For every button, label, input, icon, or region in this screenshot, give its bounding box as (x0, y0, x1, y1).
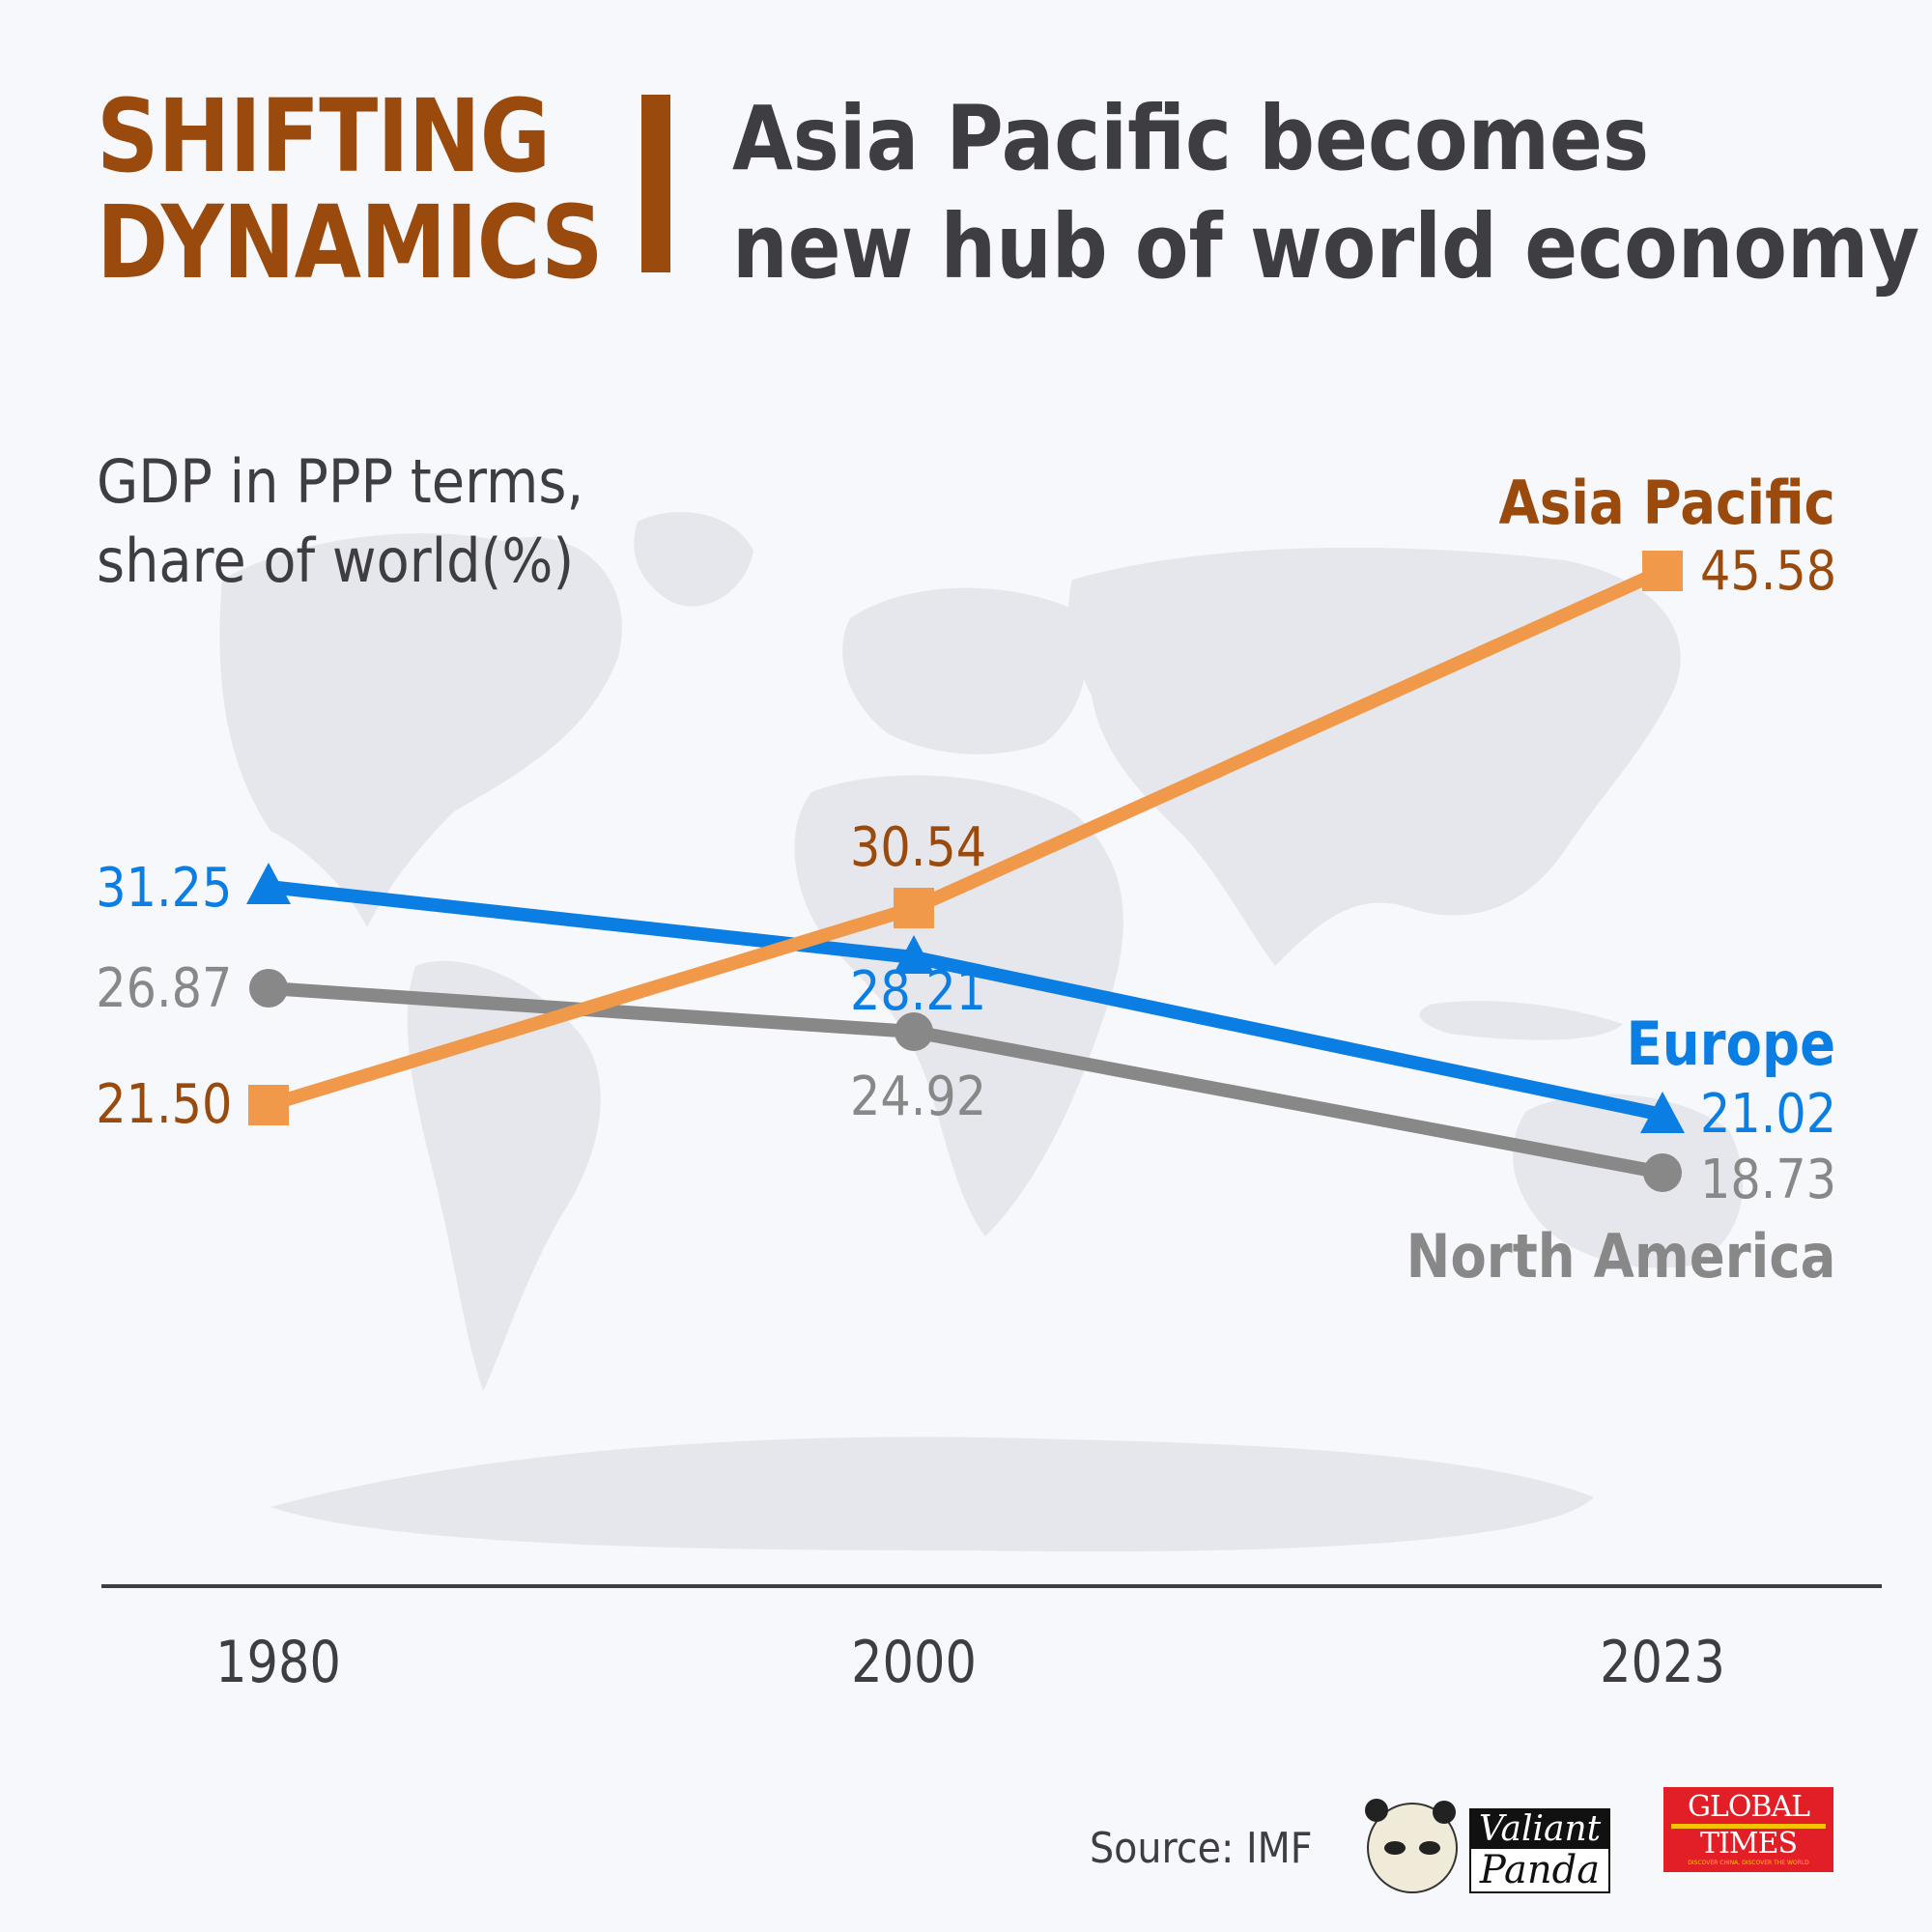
panda-ear-icon (1433, 1801, 1456, 1824)
global-times-logo: GLOBAL TIMES DISCOVER CHINA, DISCOVER TH… (1663, 1787, 1833, 1872)
y-axis-label-line-2: share of world(%) (97, 526, 575, 596)
x-tick-2023: 2023 (1600, 1629, 1725, 1696)
north-america-marker-1980 (249, 969, 288, 1008)
asia-pacific-value-1980: 21.50 (95, 1073, 232, 1136)
panda-wordmark-bottom: Panda (1479, 1848, 1601, 1892)
panda-ear-icon (1365, 1799, 1388, 1822)
europe-marker-1980 (246, 863, 291, 904)
north-america-series-label: North America (1406, 1221, 1835, 1292)
chart-title: Asia Pacific becomes new hub of world ec… (732, 85, 1919, 301)
asia-pacific-value-2023: 45.58 (1700, 540, 1837, 603)
panda-face-icon (1365, 1799, 1458, 1893)
x-tick-1980: 1980 (215, 1629, 341, 1696)
global-times-stripe (1671, 1824, 1826, 1829)
world-map-background (219, 512, 1744, 1552)
title-divider (641, 95, 670, 272)
y-axis-label: GDP in PPP terms, share of world(%) (97, 442, 583, 601)
north-america-marker-2000 (895, 1012, 933, 1051)
europe-value-1980: 31.25 (95, 857, 232, 920)
x-tick-2000: 2000 (851, 1629, 977, 1696)
title-line-2: new hub of world economy (732, 195, 1920, 298)
title-line-1: Asia Pacific becomes (732, 87, 1650, 190)
north-america-value-1980: 26.87 (95, 957, 232, 1020)
north-america-marker-2023 (1643, 1153, 1682, 1192)
panda-wordmark-top: Valiant (1471, 1810, 1608, 1849)
north-america-value-2023: 18.73 (1700, 1149, 1837, 1211)
europe-value-2000: 28.21 (850, 960, 987, 1023)
source-note: Source: IMF (1090, 1824, 1313, 1873)
asia-pacific-value-2000: 30.54 (850, 816, 987, 879)
asia-pacific-series-label: Asia Pacific (1498, 468, 1835, 538)
y-axis-label-line-1: GDP in PPP terms, (97, 446, 584, 517)
global-times-line-2: TIMES (1699, 1827, 1798, 1861)
north-america-value-2000: 24.92 (850, 1065, 987, 1128)
panda-eye-icon (1384, 1841, 1406, 1855)
kicker-line-1: SHIFTING (97, 77, 551, 195)
europe-marker-2000 (894, 935, 934, 974)
valiant-panda-logo: Valiant Panda (1365, 1795, 1613, 1893)
chart-kicker: SHIFTING DYNAMICS (97, 77, 604, 301)
panda-wordmark: Valiant Panda (1469, 1808, 1610, 1893)
europe-marker-2023 (1640, 1092, 1685, 1133)
asia-pacific-marker-1980 (248, 1085, 289, 1125)
europe-series-label: Europe (1626, 1009, 1835, 1079)
global-times-tagline: DISCOVER CHINA, DISCOVER THE WORLD (1688, 1860, 1809, 1866)
panda-eye-icon (1419, 1841, 1440, 1855)
asia-pacific-marker-2000 (894, 888, 934, 928)
kicker-line-2: DYNAMICS (97, 184, 604, 301)
global-times-line-1: GLOBAL (1687, 1790, 1810, 1824)
asia-pacific-marker-2023 (1642, 551, 1683, 591)
europe-value-2023: 21.02 (1700, 1083, 1837, 1146)
x-axis-line (101, 1584, 1882, 1588)
